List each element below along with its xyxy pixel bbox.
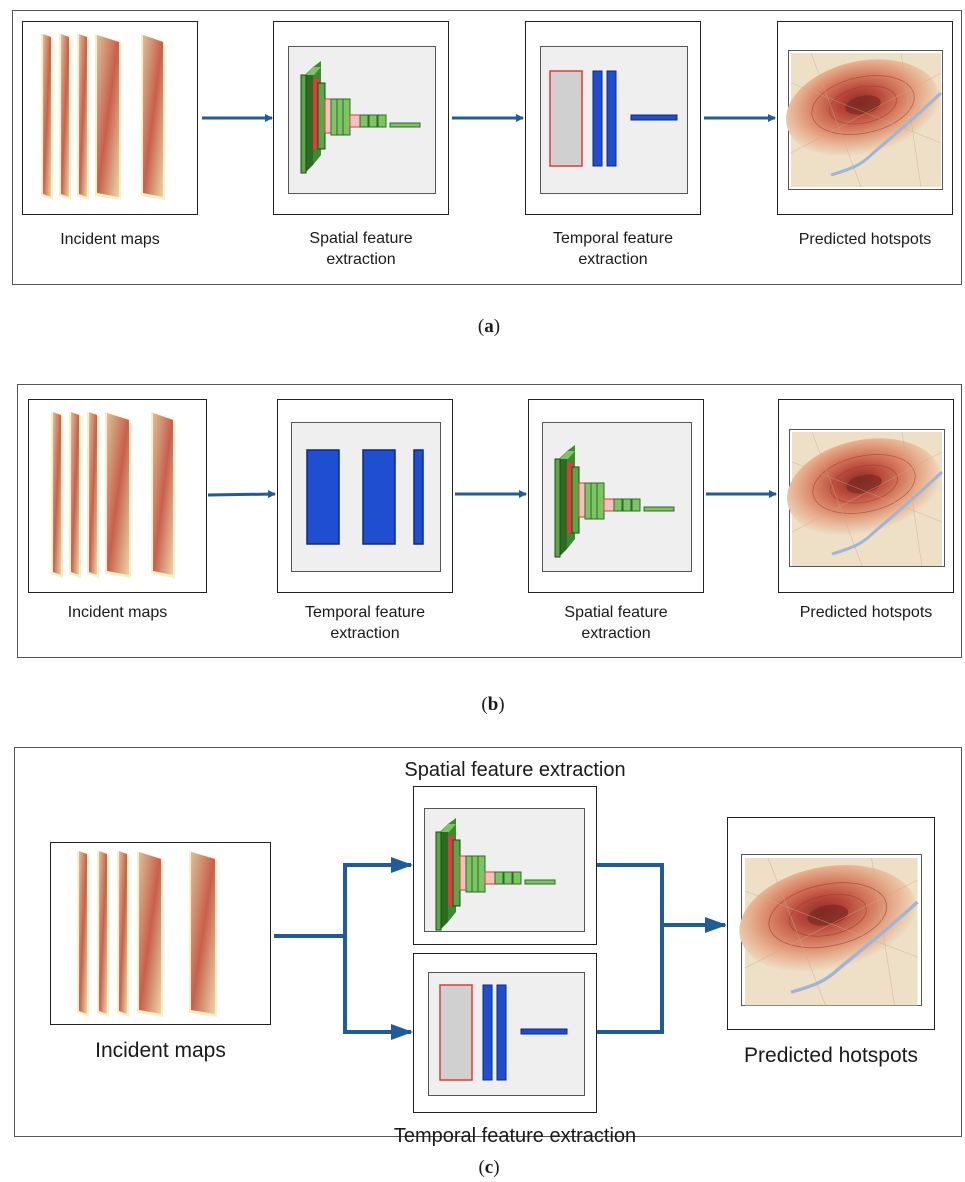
panel-b-temporal-label-line2: extraction bbox=[330, 625, 400, 642]
panel-c-incident-label: Incident maps bbox=[95, 1039, 226, 1062]
hotspot-map-icon bbox=[776, 423, 952, 568]
lstm-layers-icon bbox=[306, 449, 424, 545]
panel-b-predicted-label: Predicted hotspots bbox=[799, 604, 933, 621]
panel-a-incident-maps-box bbox=[22, 21, 198, 215]
panel-c-spatial-label: Spatial feature extraction bbox=[404, 759, 626, 781]
lstm-layers-icon bbox=[439, 984, 568, 1081]
panel-c-incident-maps-box bbox=[50, 842, 271, 1025]
panel-c-predicted-box bbox=[726, 817, 935, 1030]
hotspot-map-icon bbox=[726, 848, 929, 1008]
panel-a-predicted-box bbox=[775, 21, 953, 215]
panel-a-spatial-label-line1: Spatial feature bbox=[309, 230, 413, 247]
panel-a-temporal-label: Temporal feature extraction bbox=[525, 228, 701, 270]
panel-a-temporal-box bbox=[525, 21, 701, 215]
cnn-layers-icon bbox=[435, 817, 556, 931]
lstm-layers-icon bbox=[549, 70, 678, 167]
panel-b-spatial-label-line2: extraction bbox=[581, 625, 651, 642]
panel-a-temporal-label-line1: Temporal feature bbox=[552, 230, 674, 247]
panel-b-incident-maps-box bbox=[28, 399, 207, 593]
panel-c-temporal-box bbox=[413, 953, 597, 1113]
stacked-heatmap-icon bbox=[23, 22, 199, 216]
panel-a-spatial-box bbox=[273, 21, 449, 215]
cnn-layers-icon bbox=[300, 60, 421, 174]
panel-b-predicted-box bbox=[776, 399, 954, 593]
panel-c-spatial-box bbox=[413, 786, 597, 945]
panel-a-temporal-label-line2: extraction bbox=[578, 251, 648, 268]
panel-a-predicted-label: Predicted hotspots bbox=[798, 231, 932, 248]
panel-c-predicted-label: Predicted hotspots bbox=[744, 1044, 918, 1067]
panel-b-spatial-box bbox=[528, 399, 704, 593]
panel-b-temporal-box bbox=[277, 399, 453, 593]
panel-a-caption: (a) bbox=[477, 316, 501, 337]
panel-b-temporal-label: Temporal feature extraction bbox=[277, 602, 453, 644]
panel-c-caption: (c) bbox=[478, 1157, 500, 1178]
panel-b-temporal-label-line1: Temporal feature bbox=[304, 604, 426, 621]
stacked-heatmap-icon bbox=[51, 843, 272, 1026]
panel-c-temporal-label: Temporal feature extraction bbox=[393, 1125, 637, 1147]
panel-a-spatial-label-line2: extraction bbox=[326, 251, 396, 268]
panel-a-incident-label: Incident maps bbox=[60, 231, 160, 248]
panel-b-spatial-label: Spatial feature extraction bbox=[528, 602, 704, 644]
panel-a-spatial-label: Spatial feature extraction bbox=[273, 228, 449, 270]
hotspot-map-icon bbox=[775, 44, 951, 189]
stacked-heatmap-icon bbox=[29, 400, 208, 594]
panel-b-spatial-label-line1: Spatial feature bbox=[564, 604, 668, 621]
cnn-layers-icon bbox=[554, 444, 675, 558]
panel-b-caption: (b) bbox=[481, 694, 505, 715]
panel-b-incident-label: Incident maps bbox=[67, 604, 168, 621]
